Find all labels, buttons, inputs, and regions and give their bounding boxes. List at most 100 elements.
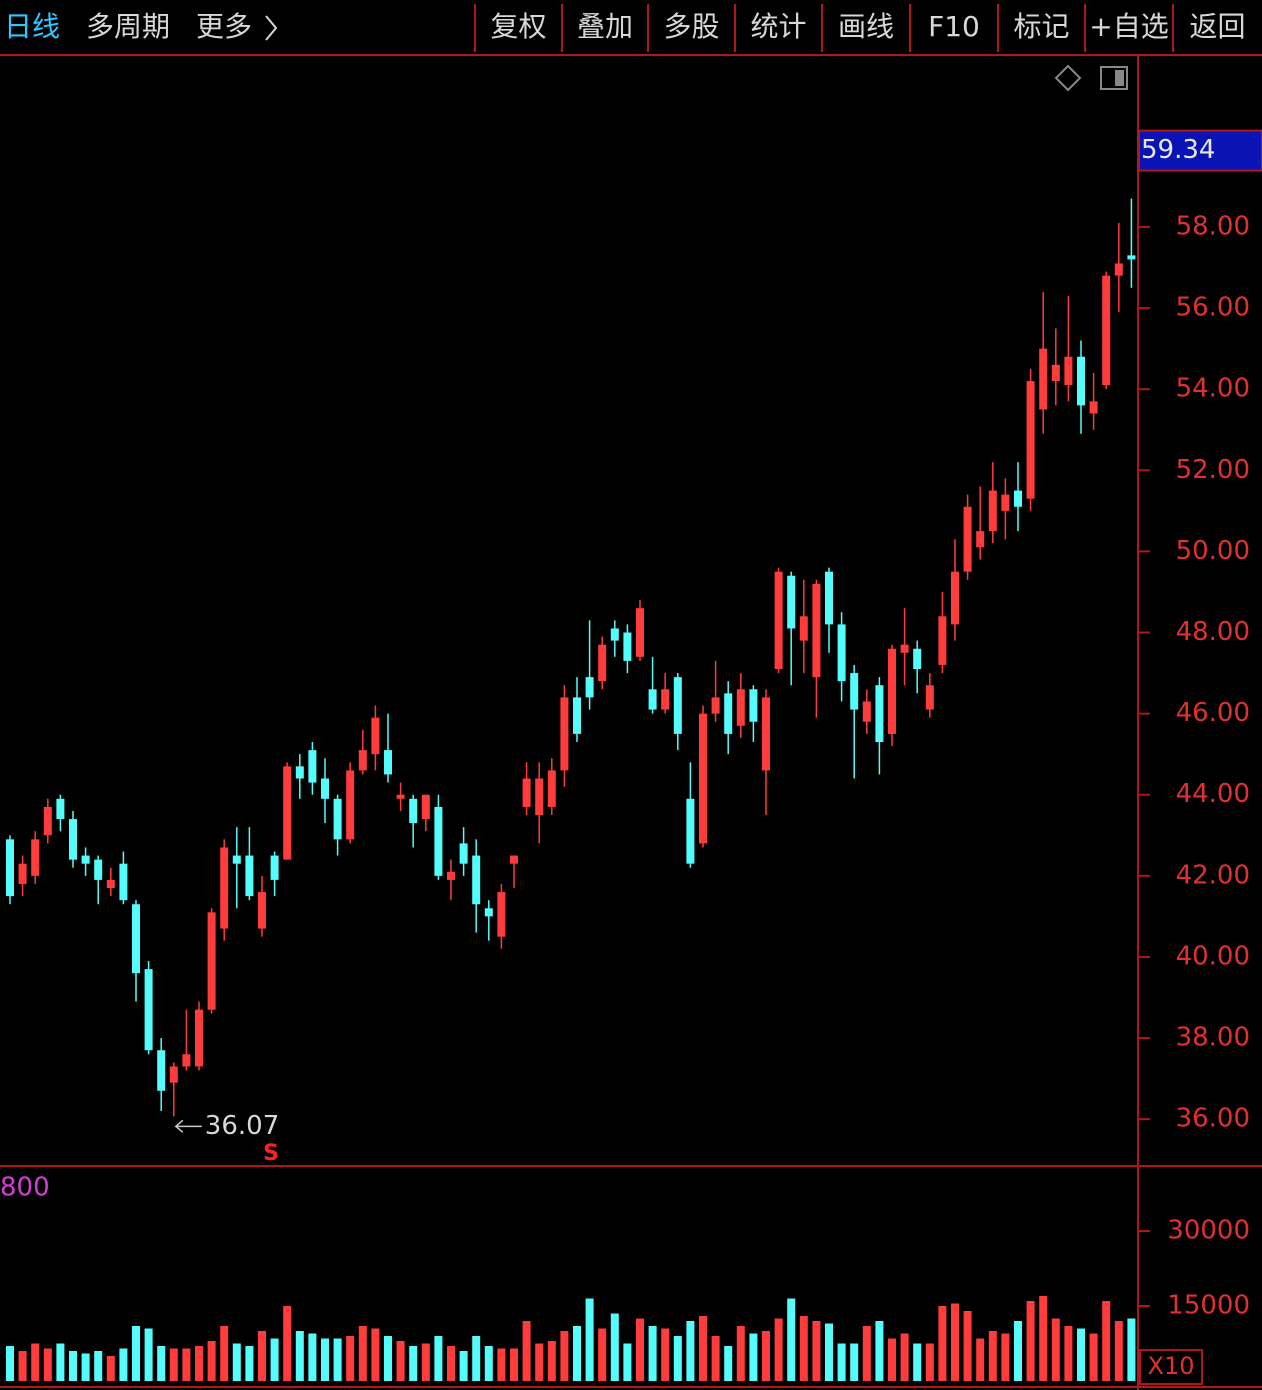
candle-body	[1077, 356, 1085, 406]
volume-bar	[409, 1346, 418, 1381]
candle-body	[182, 1054, 191, 1067]
candle-body	[459, 843, 468, 864]
volume-bar	[812, 1321, 821, 1381]
volume-bar	[421, 1343, 430, 1381]
candle-body	[1114, 263, 1123, 276]
y-tick-label: 36.00	[1176, 1104, 1250, 1134]
volume-bar	[560, 1331, 569, 1381]
candle-body	[447, 871, 455, 880]
volume-bar	[1114, 1321, 1123, 1381]
crosshair-price-box	[1138, 129, 1262, 172]
y-tick-label: 38.00	[1176, 1023, 1250, 1053]
volume-bar	[535, 1343, 544, 1381]
signal-marker: S	[263, 1141, 279, 1166]
toolbar-button[interactable]: 标记	[1013, 10, 1069, 43]
candle-body	[825, 571, 833, 625]
chevron-icon	[265, 15, 278, 41]
volume-bar	[472, 1336, 481, 1381]
y-tick-label: 44.00	[1176, 779, 1250, 809]
volume-bar	[258, 1331, 266, 1381]
candle-body	[547, 770, 556, 807]
candle-body	[270, 855, 279, 880]
toolbar-button[interactable]: 叠加	[577, 10, 633, 43]
y-tick-label: 40.00	[1176, 941, 1250, 971]
toolbar-button[interactable]: F10	[928, 10, 980, 43]
volume-bar	[321, 1338, 329, 1381]
toolbar-button[interactable]: +自选	[1089, 10, 1168, 43]
candle-body	[623, 632, 632, 661]
candle-body	[497, 892, 506, 937]
toolbar-button[interactable]: 多股	[663, 10, 719, 43]
volume-bar	[69, 1351, 77, 1381]
toolbar-button[interactable]: 返回	[1189, 10, 1245, 43]
volume-bar	[648, 1326, 657, 1381]
volume-bar	[182, 1348, 191, 1381]
volume-bar	[510, 1348, 518, 1381]
toolbar-button[interactable]: 统计	[750, 10, 806, 43]
volume-bar	[585, 1298, 594, 1381]
candle-body	[220, 847, 229, 929]
panel-icon[interactable]	[1100, 66, 1128, 90]
volume-bar	[850, 1343, 859, 1381]
candle-body	[560, 697, 569, 771]
candle-body	[585, 677, 594, 698]
candle-body	[157, 1050, 166, 1091]
candle-body	[1026, 381, 1035, 499]
tab-multi-period[interactable]: 多周期	[86, 10, 170, 43]
volume-bar	[283, 1306, 292, 1381]
candle-body	[283, 766, 292, 860]
candle-body	[1001, 494, 1010, 511]
candle-body	[888, 648, 896, 734]
volume-bar	[295, 1331, 304, 1381]
low-arrow-head	[174, 1119, 184, 1133]
volume-bar	[1102, 1301, 1111, 1381]
candle-body	[938, 616, 947, 665]
volume-bar	[1089, 1333, 1098, 1381]
volume-bar	[610, 1313, 619, 1381]
volume-bar	[900, 1333, 909, 1381]
candle-body	[43, 806, 52, 836]
candle-body	[925, 685, 934, 710]
y-tick-label: 56.00	[1176, 293, 1250, 323]
volume-bar	[963, 1311, 972, 1381]
tab-more[interactable]: 更多	[196, 10, 252, 43]
volume-bar	[938, 1306, 947, 1381]
volume-bar	[749, 1333, 758, 1381]
volume-bar	[913, 1343, 922, 1381]
toolbar-button[interactable]: 画线	[838, 10, 894, 43]
candle-body	[636, 608, 644, 657]
candle-body	[409, 798, 418, 824]
toolbar-button[interactable]: 复权	[490, 10, 546, 43]
candle-body	[686, 798, 695, 864]
candle-body	[535, 778, 544, 816]
volume-bar	[673, 1336, 682, 1381]
candle-body	[106, 879, 115, 889]
diamond-icon[interactable]	[1054, 64, 1082, 92]
candle-body	[1014, 490, 1022, 507]
volume-bar	[547, 1341, 556, 1381]
candle-body	[900, 644, 909, 653]
candle-body	[295, 766, 304, 779]
panel-icon-fill	[1115, 70, 1124, 86]
candle-body	[258, 892, 266, 929]
volume-bar	[195, 1346, 203, 1381]
candle-body	[333, 798, 342, 840]
candle-body	[787, 575, 796, 629]
candle-body	[81, 855, 90, 864]
candle-body	[94, 859, 103, 880]
volume-bar	[1026, 1301, 1035, 1381]
volume-bar	[31, 1343, 40, 1381]
volume-bar	[157, 1346, 166, 1381]
volume-bar	[862, 1326, 871, 1381]
volume-bar	[736, 1326, 745, 1381]
volume-bar	[699, 1316, 707, 1381]
candle-body	[724, 693, 733, 734]
volume-bar	[371, 1328, 380, 1381]
candle-body	[1127, 255, 1136, 260]
volume-bar	[888, 1338, 896, 1381]
volume-bar	[686, 1321, 695, 1381]
tab-daily[interactable]: 日线	[4, 10, 60, 43]
volume-bar	[825, 1323, 833, 1381]
candle-body	[598, 644, 607, 682]
candle-body	[661, 689, 670, 710]
